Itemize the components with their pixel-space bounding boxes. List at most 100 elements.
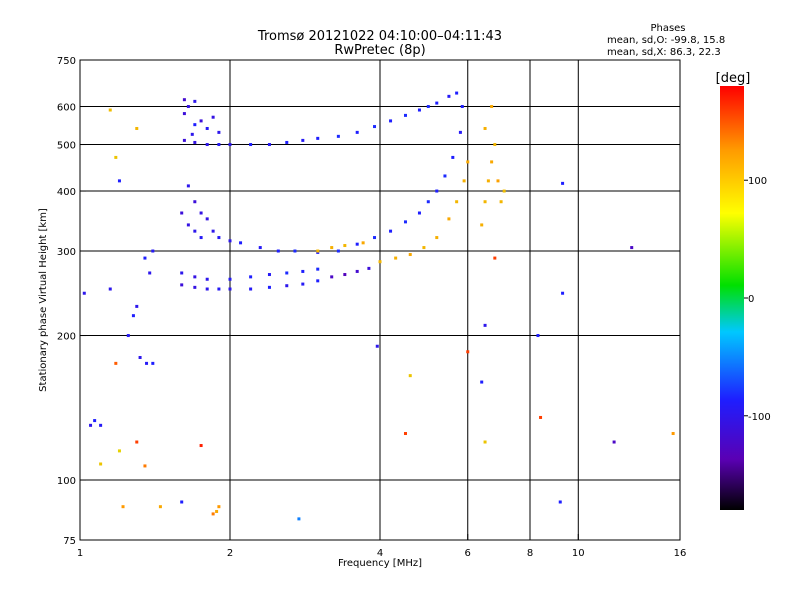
data-point (199, 119, 203, 123)
data-point (158, 505, 162, 509)
data-point (490, 160, 494, 164)
data-point (114, 361, 118, 365)
data-point (193, 229, 197, 233)
x-tick-label: 16 (674, 548, 687, 559)
data-point (483, 323, 487, 327)
data-point (217, 287, 221, 291)
data-point (612, 440, 616, 444)
data-point (483, 126, 487, 130)
data-point (455, 200, 459, 204)
x-axis-label: Frequency [MHz] (338, 558, 422, 569)
data-point (343, 273, 347, 277)
data-point (301, 138, 305, 142)
data-point (249, 143, 253, 147)
data-point (451, 155, 455, 159)
x-tick-label: 2 (227, 548, 233, 559)
data-point (561, 291, 565, 295)
data-point (373, 236, 377, 240)
data-point (499, 200, 503, 204)
y-tick-label: 500 (57, 141, 76, 152)
data-point (458, 130, 462, 134)
colorbar-tick-label: -100 (748, 412, 771, 423)
data-point (193, 200, 197, 204)
data-point (316, 249, 320, 253)
data-point (126, 334, 130, 338)
data-point (135, 440, 139, 444)
data-point (228, 143, 232, 147)
data-point (316, 279, 320, 283)
data-point (205, 217, 209, 221)
data-point (361, 241, 365, 245)
data-point (558, 500, 562, 504)
data-point (267, 143, 271, 147)
data-point (258, 246, 262, 250)
data-point (455, 91, 459, 95)
data-point (145, 361, 149, 365)
data-point (211, 512, 215, 516)
colorbar-label: [deg] (716, 71, 751, 86)
colorbar-tick-label: 0 (748, 294, 754, 305)
data-point (417, 108, 421, 112)
data-point (435, 101, 439, 105)
data-point (373, 125, 377, 129)
data-point (193, 140, 197, 144)
data-point (228, 277, 232, 281)
data-point (205, 143, 209, 147)
y-tick-label: 400 (57, 187, 76, 198)
data-point (389, 119, 393, 123)
data-point (417, 211, 421, 215)
data-point (480, 223, 484, 227)
data-point (293, 249, 297, 253)
data-point (536, 334, 540, 338)
data-point (466, 350, 470, 354)
data-point (276, 249, 280, 253)
data-point (205, 126, 209, 130)
data-point (89, 423, 93, 427)
data-point (422, 246, 426, 250)
data-point (217, 236, 221, 240)
data-point (211, 229, 215, 233)
data-point (443, 174, 447, 178)
data-point (343, 244, 347, 248)
data-point (496, 179, 500, 183)
data-point (193, 285, 197, 289)
y-axis-label: Stationary phase Virtual Height [km] (38, 208, 49, 392)
data-point (117, 179, 121, 183)
data-point (466, 160, 470, 164)
chart-title: Tromsø 20121022 04:10:00–04:11:43 (257, 29, 502, 44)
data-point (151, 249, 155, 253)
stats-x: mean, sd,X: 86.3, 22.3 (607, 47, 721, 58)
data-point (408, 374, 412, 378)
x-tick-label: 8 (527, 548, 533, 559)
data-point (182, 98, 186, 102)
y-tick-label: 600 (57, 103, 76, 114)
data-point (426, 105, 430, 109)
data-point (301, 269, 305, 273)
data-point (403, 113, 407, 117)
data-point (539, 415, 543, 419)
data-point (99, 462, 103, 466)
data-point (316, 267, 320, 271)
data-point (199, 444, 203, 448)
chart-subtitle: RwPretec (8p) (334, 43, 425, 58)
data-point (355, 269, 359, 273)
data-point (297, 517, 301, 521)
x-axis-ticks: 1 2 4 6 8 10 16 (77, 534, 687, 559)
stats-heading: Phases (650, 23, 685, 34)
y-tick-label: 200 (57, 332, 76, 343)
data-point (447, 94, 451, 98)
data-point (389, 229, 393, 233)
data-point (493, 256, 497, 260)
data-point (493, 143, 497, 147)
data-point (211, 115, 215, 119)
x-tick-label: 10 (572, 548, 585, 559)
data-point (217, 143, 221, 147)
data-point (148, 271, 152, 275)
y-tick-label: 300 (57, 247, 76, 258)
data-point (561, 181, 565, 185)
data-point (460, 105, 464, 109)
data-point (462, 179, 466, 183)
data-point (267, 285, 271, 289)
data-point (249, 275, 253, 279)
